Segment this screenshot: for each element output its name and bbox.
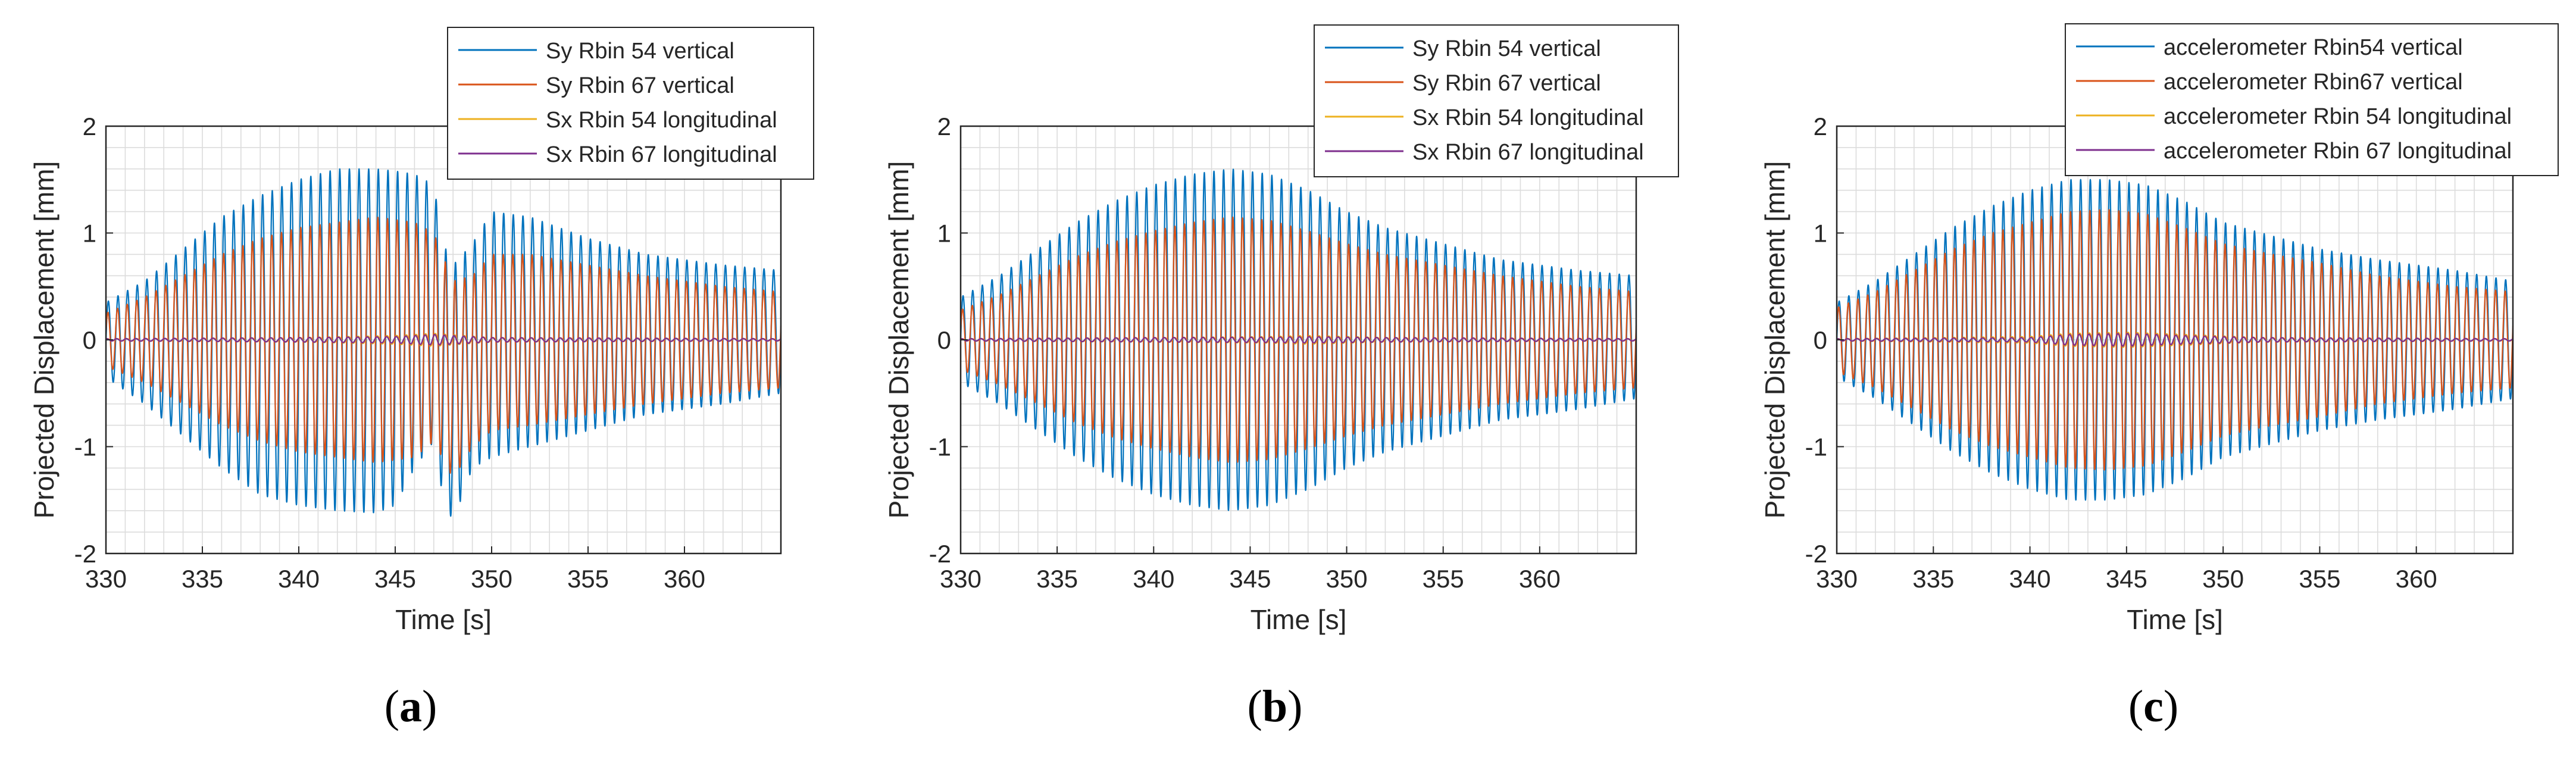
legend-item: accelerometer Rbin54 vertical bbox=[2076, 35, 2463, 60]
panel-caption: (a) bbox=[384, 681, 437, 731]
x-axis-label: Time [s] bbox=[1251, 604, 1347, 635]
x-tick-label: 360 bbox=[664, 565, 705, 593]
x-tick-label: 340 bbox=[278, 565, 320, 593]
x-tick-label: 345 bbox=[374, 565, 416, 593]
legend-item: Sx Rbin 67 longitudinal bbox=[1325, 140, 1644, 165]
y-tick-label: -2 bbox=[1805, 540, 1827, 568]
x-tick-label: 340 bbox=[1133, 565, 1174, 593]
legend: accelerometer Rbin54 vertical acceleromet… bbox=[2065, 23, 2559, 176]
series-line-4 bbox=[105, 333, 781, 346]
y-tick-label: 0 bbox=[83, 326, 96, 354]
x-tick-label: 340 bbox=[2009, 565, 2051, 593]
x-tick-label: 355 bbox=[2299, 565, 2340, 593]
y-tick-label: 0 bbox=[1814, 326, 1827, 354]
legend-label: Sy Rbin 54 vertical bbox=[546, 39, 734, 64]
chart-panel-b: 330 335 340 345 350 355 360 -2 -1 0 1 2 Time [s] Proj… bbox=[883, 24, 1679, 731]
series-group bbox=[105, 168, 782, 517]
x-tick-label: 335 bbox=[182, 565, 223, 593]
y-tick-label: -1 bbox=[74, 433, 96, 461]
legend-item: Sx Rbin 67 longitudinal bbox=[458, 142, 777, 167]
x-tick-label: 330 bbox=[85, 565, 127, 593]
legend-label: Sx Rbin 54 longitudinal bbox=[1412, 105, 1644, 130]
caption-paren-open: ( bbox=[2128, 681, 2143, 731]
y-tick-label: 1 bbox=[83, 220, 96, 248]
y-tick-label: 0 bbox=[937, 326, 951, 354]
y-tick-label: 2 bbox=[1814, 112, 1827, 140]
x-tick-label: 335 bbox=[1036, 565, 1078, 593]
series-line-2 bbox=[105, 217, 782, 474]
series-group bbox=[959, 168, 1637, 511]
legend-item: accelerometer Rbin 54 longitudinal bbox=[2076, 104, 2512, 129]
x-tick-label: 360 bbox=[2396, 565, 2437, 593]
caption-paren-close: ) bbox=[1287, 681, 1302, 731]
legend-item: accelerometer Rbin67 vertical bbox=[2076, 70, 2463, 95]
y-tick-label: 1 bbox=[937, 220, 951, 248]
caption-paren-close: ) bbox=[422, 681, 437, 731]
x-tick-label: 355 bbox=[1423, 565, 1464, 593]
chart-panel-a: 330 335 340 345 350 355 360 -2 -1 0 1 2 Time [s] Proj… bbox=[29, 27, 814, 731]
series-line-4 bbox=[960, 336, 1637, 344]
series-line-4 bbox=[1836, 333, 2514, 347]
panel-caption: (b) bbox=[1248, 681, 1303, 731]
legend: Sy Rbin 54 vertical Sy Rbin 67 vertical Sx… bbox=[1314, 24, 1679, 177]
y-tick-label: 1 bbox=[1814, 220, 1827, 248]
legend-item: Sy Rbin 54 vertical bbox=[1325, 36, 1601, 61]
legend-item: Sy Rbin 67 vertical bbox=[458, 73, 734, 98]
caption-paren-close: ) bbox=[2164, 681, 2178, 731]
series-line-1 bbox=[105, 168, 782, 517]
series-line-2 bbox=[1836, 209, 2514, 471]
legend-item: Sx Rbin 54 longitudinal bbox=[1325, 105, 1644, 130]
x-tick-label: 330 bbox=[1816, 565, 1858, 593]
y-tick-label: -1 bbox=[929, 433, 951, 461]
x-tick-label: 335 bbox=[1912, 565, 1954, 593]
x-tick-label: 350 bbox=[2202, 565, 2244, 593]
y-tick-label: -1 bbox=[1805, 433, 1827, 461]
x-tick-label: 350 bbox=[1326, 565, 1368, 593]
legend: Sy Rbin 54 vertical Sy Rbin 67 vertical Sx… bbox=[447, 27, 814, 180]
legend-label: accelerometer Rbin67 vertical bbox=[2164, 70, 2463, 95]
x-tick-label: 350 bbox=[471, 565, 512, 593]
legend-label: Sx Rbin 54 longitudinal bbox=[546, 108, 777, 133]
legend-label: Sx Rbin 67 longitudinal bbox=[1412, 140, 1644, 165]
x-axis-label: Time [s] bbox=[395, 604, 492, 635]
x-tick-label: 360 bbox=[1519, 565, 1561, 593]
legend-label: Sy Rbin 67 vertical bbox=[546, 73, 734, 98]
y-axis-label: Projected Displacement [mm] bbox=[883, 161, 914, 519]
x-tick-label: 355 bbox=[567, 565, 609, 593]
series-line-2 bbox=[959, 216, 1637, 463]
panel-caption: (c) bbox=[2128, 681, 2178, 731]
y-axis-label: Projected Displacement [mm] bbox=[29, 161, 60, 519]
legend-label: Sx Rbin 67 longitudinal bbox=[546, 142, 777, 167]
y-axis-label: Projected Displacement [mm] bbox=[1759, 161, 1790, 519]
legend-item: Sx Rbin 54 longitudinal bbox=[458, 108, 777, 133]
caption-letter: c bbox=[2143, 681, 2164, 731]
series-group bbox=[1836, 179, 2514, 501]
legend-label: accelerometer Rbin 54 longitudinal bbox=[2164, 104, 2512, 129]
x-tick-label: 330 bbox=[940, 565, 981, 593]
legend-label: Sy Rbin 54 vertical bbox=[1412, 36, 1601, 61]
y-tick-label: -2 bbox=[74, 540, 96, 568]
legend-label: accelerometer Rbin 67 longitudinal bbox=[2164, 139, 2512, 164]
y-tick-label: 2 bbox=[937, 112, 951, 140]
y-tick-label: -2 bbox=[929, 540, 951, 568]
chart-panel-c: 330 335 340 345 350 355 360 -2 -1 0 1 2 Time [s] Proj… bbox=[1759, 23, 2559, 731]
y-tick-label: 2 bbox=[83, 112, 96, 140]
caption-paren-open: ( bbox=[384, 681, 399, 731]
legend-item: Sy Rbin 67 vertical bbox=[1325, 71, 1601, 96]
caption-paren-open: ( bbox=[1248, 681, 1262, 731]
caption-letter: a bbox=[399, 681, 422, 731]
x-axis-label: Time [s] bbox=[2127, 604, 2223, 635]
legend-item: Sy Rbin 54 vertical bbox=[458, 39, 734, 64]
caption-letter: b bbox=[1262, 681, 1287, 731]
legend-item: accelerometer Rbin 67 longitudinal bbox=[2076, 139, 2512, 164]
x-tick-label: 345 bbox=[1229, 565, 1271, 593]
legend-label: accelerometer Rbin54 vertical bbox=[2164, 35, 2463, 60]
legend-label: Sy Rbin 67 vertical bbox=[1412, 71, 1601, 96]
x-tick-label: 345 bbox=[2106, 565, 2147, 593]
